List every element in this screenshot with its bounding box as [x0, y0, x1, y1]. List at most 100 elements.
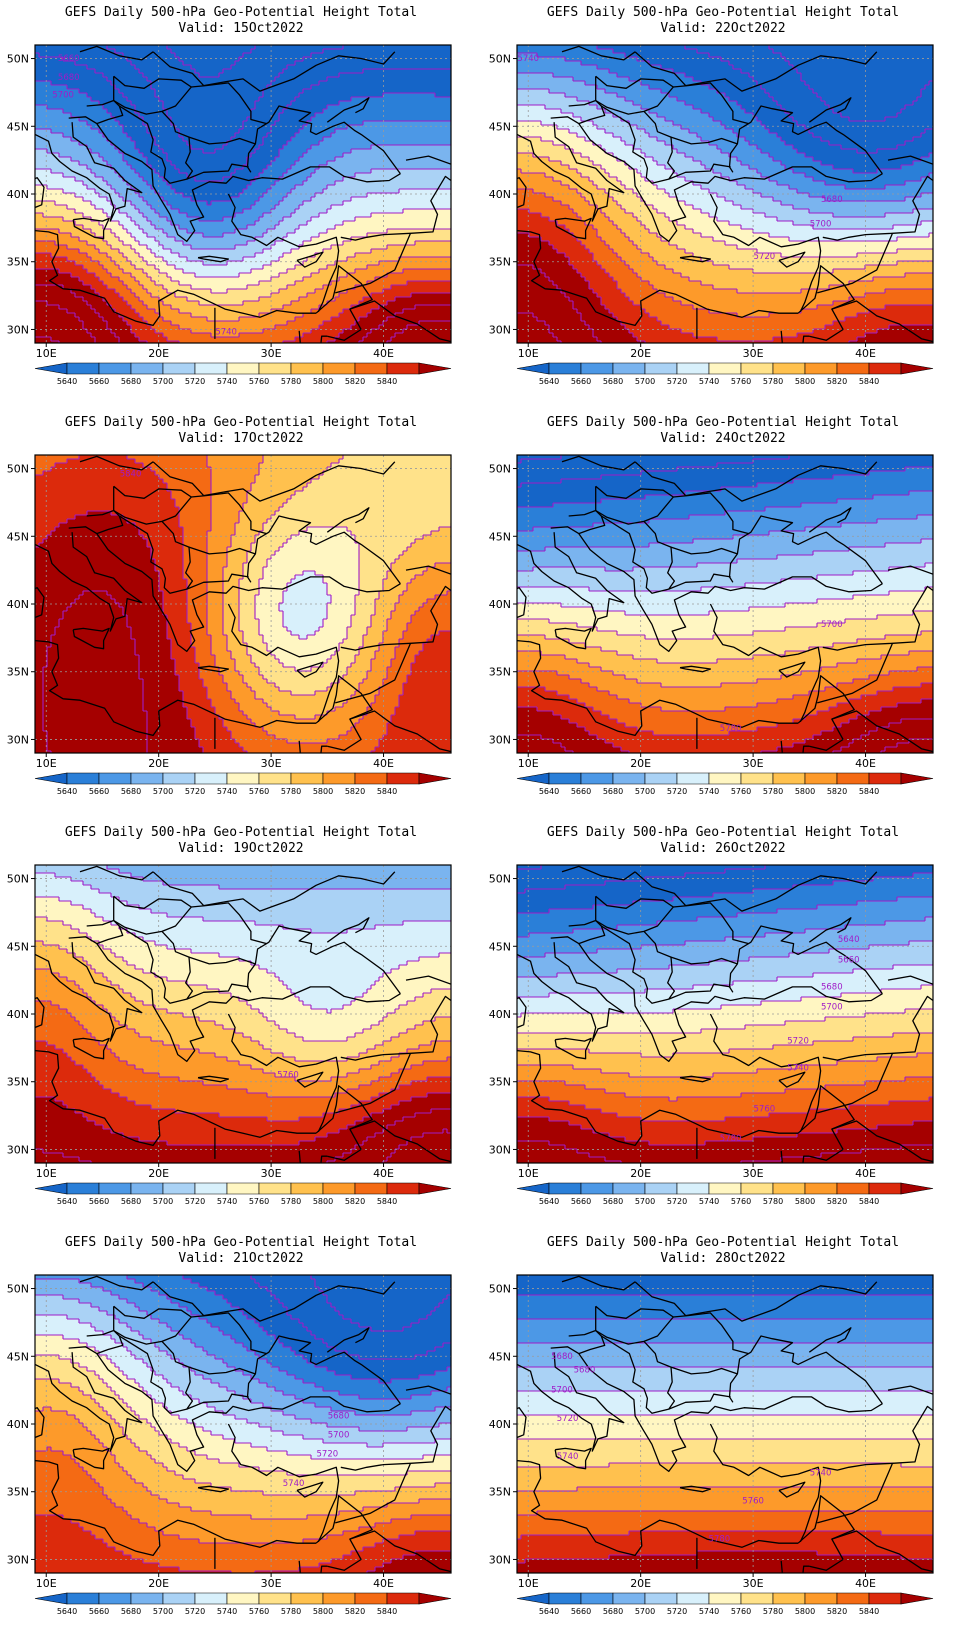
colorbar: 5640 5660 5680 5700 5720 5740 5760 5780 5800 5820… — [35, 1183, 451, 1206]
colorbar-swatch — [581, 773, 613, 784]
colorbar: 5640 5660 5680 5700 5720 5740 5760 5780 5800 5820… — [517, 1593, 933, 1616]
lat-tick-label: 35N — [7, 666, 29, 679]
colorbar-label: 5760 — [731, 787, 751, 796]
lon-tick-label: 10E — [518, 757, 539, 770]
lat-tick-label: 40N — [489, 1418, 511, 1431]
colorbar-label: 5700 — [635, 787, 655, 796]
contour-label: 5780 — [720, 1134, 742, 1144]
colorbar-label: 5640 — [57, 1197, 77, 1206]
height-map: 5640566056805700572057405760578050N45N40… — [482, 820, 964, 1230]
colorbar-swatch — [355, 1183, 387, 1194]
colorbar-label: 5740 — [217, 377, 237, 386]
lat-tick-label: 35N — [489, 1076, 511, 1089]
lat-tick-label: 40N — [489, 188, 511, 201]
lon-tick-label: 10E — [518, 1167, 539, 1180]
colorbar-label: 5740 — [217, 1607, 237, 1616]
colorbar: 5640 5660 5680 5700 5720 5740 5760 5780 5800 5820… — [35, 363, 451, 386]
colorbar-swatch — [163, 773, 195, 784]
lon-tick-label: 20E — [148, 1577, 169, 1590]
height-fill — [35, 455, 452, 756]
colorbar-swatch — [131, 363, 163, 374]
colorbar-swatch — [355, 1593, 387, 1604]
colorbar-swatch — [323, 773, 355, 784]
colorbar-swatch — [131, 1593, 163, 1604]
colorbar-label: 5800 — [795, 1607, 815, 1616]
colorbar-swatch — [387, 1183, 419, 1194]
map-panel: GEFS Daily 500-hPa Geo-Potential Height … — [0, 1230, 482, 1640]
lon-tick-label: 30E — [743, 1577, 764, 1590]
contour-label: 5700 — [328, 1430, 350, 1440]
colorbar-label: 5760 — [249, 377, 269, 386]
colorbar-label: 5640 — [57, 377, 77, 386]
colorbar-label: 5720 — [667, 1197, 687, 1206]
contour-label: 5700 — [551, 1386, 573, 1396]
colorbar-label: 5640 — [57, 787, 77, 796]
lon-tick-label: 40E — [855, 757, 876, 770]
colorbar-swatch — [291, 773, 323, 784]
colorbar-label: 5780 — [281, 377, 301, 386]
map-panel: GEFS Daily 500-hPa Geo-Potential Height … — [482, 1230, 964, 1640]
contour-label: 5740 — [283, 1479, 305, 1489]
colorbar: 5640 5660 5680 5700 5720 5740 5760 5780 5800 5820… — [517, 773, 933, 796]
lon-tick-label: 30E — [261, 757, 282, 770]
colorbar-swatch — [35, 1593, 67, 1604]
colorbar-swatch — [645, 773, 677, 784]
colorbar-swatch — [35, 773, 67, 784]
contour-label: 5740 — [215, 328, 237, 338]
colorbar-swatch — [549, 1593, 581, 1604]
colorbar-swatch — [709, 1593, 741, 1604]
lon-tick-label: 30E — [743, 1167, 764, 1180]
contour-label: 5760 — [277, 1070, 299, 1080]
colorbar-swatch — [805, 773, 837, 784]
colorbar-label: 5840 — [859, 1607, 879, 1616]
colorbar-swatch — [323, 1593, 355, 1604]
colorbar-swatch — [195, 1593, 227, 1604]
colorbar-label: 5820 — [827, 1197, 847, 1206]
colorbar-label: 5800 — [795, 787, 815, 796]
contour-label: 5700 — [52, 91, 74, 101]
colorbar-label: 5680 — [603, 787, 623, 796]
lon-tick-label: 10E — [36, 1167, 57, 1180]
contour-label: 5680 — [58, 73, 80, 83]
contour-label: 5720 — [754, 252, 776, 262]
colorbar-swatch — [837, 1593, 869, 1604]
lat-tick-label: 35N — [489, 666, 511, 679]
colorbar-swatch — [163, 1183, 195, 1194]
colorbar-label: 5700 — [153, 1607, 173, 1616]
colorbar-swatch — [355, 363, 387, 374]
colorbar-label: 5640 — [57, 1607, 77, 1616]
colorbar-label: 5700 — [635, 377, 655, 386]
lon-tick-label: 40E — [373, 347, 394, 360]
colorbar-swatch — [709, 363, 741, 374]
colorbar-label: 5740 — [217, 787, 237, 796]
colorbar-swatch — [195, 1183, 227, 1194]
colorbar-swatch — [741, 1593, 773, 1604]
colorbar-label: 5740 — [217, 1197, 237, 1206]
colorbar-label: 5720 — [667, 377, 687, 386]
colorbar-label: 5660 — [571, 1197, 591, 1206]
colorbar-label: 5820 — [345, 787, 365, 796]
colorbar-swatch — [645, 1593, 677, 1604]
contour-label: 5700 — [810, 219, 832, 229]
lat-tick-label: 40N — [7, 598, 29, 611]
lon-tick-label: 30E — [261, 347, 282, 360]
lon-tick-label: 40E — [373, 1167, 394, 1180]
colorbar-label: 5640 — [539, 1607, 559, 1616]
colorbar-swatch — [581, 1593, 613, 1604]
colorbar-swatch — [259, 1593, 291, 1604]
colorbar-label: 5640 — [539, 377, 559, 386]
colorbar-swatch — [35, 1183, 67, 1194]
lon-tick-label: 30E — [261, 1577, 282, 1590]
lat-tick-label: 45N — [489, 1350, 511, 1363]
colorbar-label: 5780 — [281, 1197, 301, 1206]
colorbar-label: 5680 — [121, 377, 141, 386]
colorbar-label: 5640 — [539, 787, 559, 796]
lat-tick-label: 45N — [7, 530, 29, 543]
colorbar-label: 5780 — [281, 1607, 301, 1616]
lat-tick-label: 45N — [7, 1350, 29, 1363]
colorbar-swatch — [259, 1183, 291, 1194]
colorbar-swatch — [901, 1183, 933, 1194]
